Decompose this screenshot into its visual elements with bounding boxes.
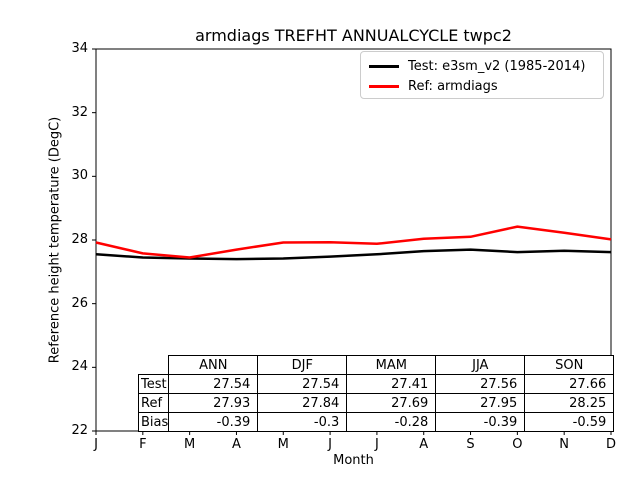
table-cell: -0.39 <box>435 412 526 432</box>
table-header-row: ANN DJF MAM JJA SON <box>139 355 615 375</box>
y-tick-label: 24 <box>71 359 88 375</box>
table-row-test: Test 27.54 27.54 27.41 27.56 27.66 <box>137 374 615 394</box>
table-cell: 27.95 <box>435 393 526 413</box>
y-tick-label: 34 <box>71 41 88 56</box>
table-cell: 27.56 <box>435 374 526 394</box>
table-corner-cell <box>139 356 169 375</box>
table-row-ref: Ref 27.93 27.84 27.69 27.95 28.25 <box>137 393 615 413</box>
x-tick-label: D <box>605 437 616 452</box>
table-cell: -0.39 <box>168 412 259 432</box>
legend-entry-test: Test: e3sm_v2 (1985-2014) <box>369 56 595 76</box>
stats-table: ANN DJF MAM JJA SON Test 27.54 27.54 27.… <box>137 355 615 432</box>
chart-title: armdiags TREFHT ANNUALCYCLE twpc2 <box>195 26 512 45</box>
table-row-label: Test <box>137 374 170 394</box>
table-cell: 28.25 <box>524 393 615 413</box>
test-line <box>95 248 612 261</box>
table-cell: -0.28 <box>346 412 437 432</box>
table-col-header: MAM <box>346 355 437 375</box>
table-row-label: Bias <box>137 412 170 432</box>
table-cell: -0.3 <box>257 412 348 432</box>
table-cell: 27.54 <box>257 374 348 394</box>
table-cell: 27.93 <box>168 393 259 413</box>
y-tick-label: 26 <box>71 295 88 311</box>
table-col-header: SON <box>524 355 615 375</box>
x-tick-label: A <box>232 437 241 452</box>
x-axis-label: Month <box>333 453 374 468</box>
y-tick-label: 32 <box>71 104 88 120</box>
ref-line-swatch <box>369 84 399 88</box>
x-tick-label: J <box>328 437 332 452</box>
x-tick-label: S <box>466 437 475 452</box>
ref-line <box>95 225 612 259</box>
table-cell: 27.69 <box>346 393 437 413</box>
table-cell: 27.66 <box>524 374 615 394</box>
x-tick-label: N <box>559 437 570 452</box>
table-col-header: ANN <box>168 355 259 375</box>
table-col-header: DJF <box>257 355 348 375</box>
tick-marks <box>92 48 612 435</box>
y-tick-label: 22 <box>71 423 88 438</box>
table-col-header: JJA <box>435 355 526 375</box>
x-tick-label: F <box>139 437 147 452</box>
y-tick-label: 30 <box>71 168 88 184</box>
x-tick-label: A <box>419 437 429 452</box>
table-row-bias: Bias -0.39 -0.3 -0.28 -0.39 -0.59 <box>137 412 615 432</box>
y-tick-label: 28 <box>71 232 88 247</box>
x-tick-label: J <box>374 437 379 452</box>
table-cell: 27.84 <box>257 393 348 413</box>
legend-label-ref: Ref: armdiags <box>408 78 498 94</box>
test-line-swatch <box>369 64 399 68</box>
legend: Test: e3sm_v2 (1985-2014) Ref: armdiags <box>360 51 604 99</box>
x-tick-label: M <box>184 437 196 452</box>
legend-label-test: Test: e3sm_v2 (1985-2014) <box>408 58 586 74</box>
x-tick-label: M <box>277 437 289 452</box>
table-cell: -0.59 <box>524 412 615 432</box>
x-tick-label: J <box>94 437 98 452</box>
legend-entry-ref: Ref: armdiags <box>369 76 595 96</box>
table-row-label: Ref <box>137 393 170 413</box>
table-cell: 27.41 <box>346 374 437 394</box>
x-tick-label: O <box>512 437 523 452</box>
table-cell: 27.54 <box>168 374 259 394</box>
